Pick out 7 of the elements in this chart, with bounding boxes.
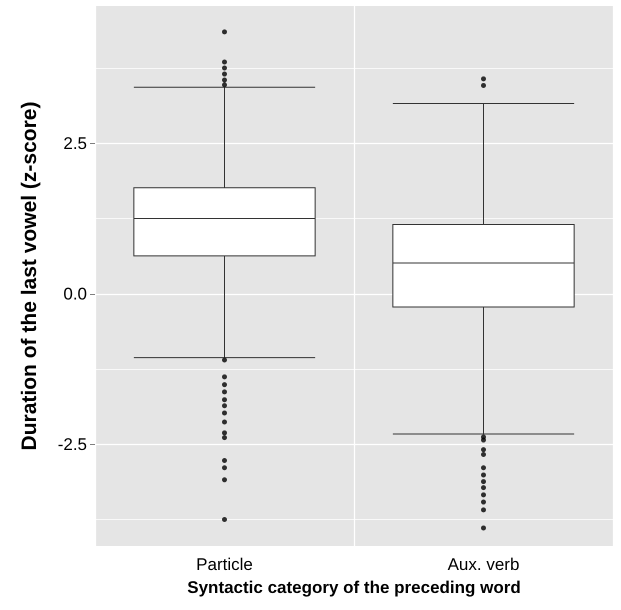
y-tick-label: 0.0 — [63, 284, 87, 304]
y-axis-title: Duration of the last vowel (z-score) — [18, 102, 41, 450]
y-tick-label: 2.5 — [63, 134, 87, 153]
y-tick-label: -2.5 — [58, 434, 87, 454]
x-tick-label: Particle — [196, 555, 253, 574]
x-axis-title: Syntactic category of the preceding word — [187, 578, 521, 597]
x-tick-label: Aux. verb — [448, 555, 520, 574]
